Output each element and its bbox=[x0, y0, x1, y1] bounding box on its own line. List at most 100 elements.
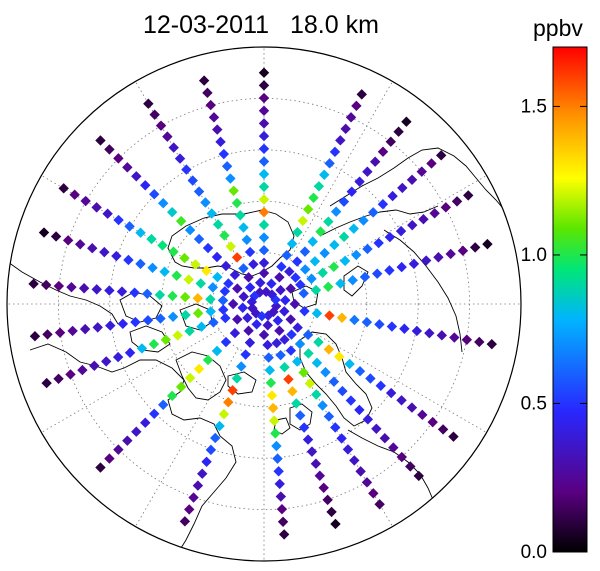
data-point bbox=[187, 175, 198, 186]
data-point bbox=[298, 422, 310, 433]
data-point bbox=[361, 316, 373, 328]
data-point bbox=[355, 466, 366, 477]
data-point bbox=[167, 290, 178, 302]
data-point bbox=[184, 372, 196, 384]
data-point bbox=[317, 400, 328, 411]
data-point bbox=[192, 480, 204, 491]
data-point bbox=[291, 398, 302, 409]
data-point bbox=[294, 338, 306, 350]
data-point bbox=[276, 503, 288, 515]
data-point bbox=[348, 223, 359, 234]
latitude-circle bbox=[109, 149, 419, 459]
data-point bbox=[340, 123, 351, 135]
data-point bbox=[279, 334, 290, 345]
data-point bbox=[302, 329, 314, 341]
data-point bbox=[198, 75, 210, 86]
data-point bbox=[87, 242, 98, 254]
data-point bbox=[95, 462, 106, 473]
data-point bbox=[286, 329, 297, 340]
data-point bbox=[184, 224, 196, 236]
data-point bbox=[179, 291, 191, 303]
data-point bbox=[269, 415, 280, 426]
data-point bbox=[461, 334, 473, 345]
title-altitude: 18.0 km bbox=[290, 11, 379, 39]
data-point bbox=[258, 156, 270, 167]
data-point bbox=[308, 192, 319, 203]
data-point bbox=[202, 242, 214, 254]
data-point bbox=[62, 235, 74, 246]
data-point bbox=[140, 417, 151, 428]
data-point bbox=[335, 278, 346, 289]
data-point bbox=[448, 431, 459, 442]
data-point bbox=[184, 325, 195, 337]
data-point bbox=[255, 277, 266, 288]
data-point bbox=[361, 477, 373, 488]
data-point bbox=[362, 243, 373, 255]
data-point bbox=[105, 320, 116, 331]
data-point bbox=[262, 320, 273, 331]
data-point bbox=[309, 256, 321, 267]
data-point bbox=[201, 456, 212, 467]
data-point bbox=[214, 420, 225, 432]
data-point bbox=[285, 283, 296, 294]
data-point bbox=[275, 349, 286, 361]
data-point bbox=[270, 428, 281, 439]
data-point bbox=[196, 321, 207, 332]
coastline-alaska bbox=[7, 261, 119, 325]
data-point bbox=[215, 136, 226, 148]
colorbar-tick-label: 1.0 bbox=[521, 245, 547, 266]
data-point bbox=[218, 148, 230, 160]
data-point bbox=[369, 156, 381, 167]
data-point bbox=[413, 470, 424, 482]
data-point bbox=[184, 504, 195, 515]
data-point bbox=[298, 288, 309, 299]
data-point bbox=[172, 330, 183, 341]
data-point bbox=[167, 311, 179, 322]
data-point bbox=[179, 516, 191, 527]
data-point bbox=[406, 174, 418, 185]
data-point bbox=[227, 298, 239, 310]
data-point bbox=[377, 199, 389, 210]
data-point bbox=[349, 314, 360, 326]
data-point bbox=[386, 321, 398, 332]
data-point bbox=[195, 278, 206, 289]
data-point bbox=[429, 208, 440, 219]
data-point bbox=[193, 233, 205, 245]
data-point bbox=[29, 330, 41, 342]
data-point bbox=[244, 282, 256, 293]
data-point bbox=[243, 325, 254, 336]
coastline-asia-interior bbox=[383, 229, 463, 353]
data-point bbox=[365, 373, 376, 384]
data-point bbox=[266, 278, 277, 289]
data-point bbox=[142, 288, 153, 299]
data-point bbox=[426, 158, 437, 169]
data-point bbox=[232, 283, 243, 294]
data-point bbox=[303, 348, 314, 359]
data-point bbox=[130, 316, 141, 328]
data-point bbox=[229, 269, 241, 281]
data-point bbox=[246, 296, 258, 308]
data-point bbox=[318, 482, 329, 494]
data-point bbox=[371, 268, 383, 279]
data-point bbox=[292, 227, 303, 238]
title-date: 12-03-2011 bbox=[143, 11, 269, 39]
data-point bbox=[387, 190, 398, 202]
colorbar-tick-label: 1.5 bbox=[521, 96, 547, 117]
data-point bbox=[243, 272, 254, 283]
data-point bbox=[362, 166, 373, 177]
data-point bbox=[200, 197, 211, 208]
data-point bbox=[131, 426, 142, 437]
data-point bbox=[347, 275, 358, 286]
data-point bbox=[80, 195, 91, 207]
data-point bbox=[220, 336, 232, 348]
data-point bbox=[326, 506, 337, 518]
data-point bbox=[270, 300, 282, 312]
data-point bbox=[329, 239, 340, 251]
data-point bbox=[229, 327, 241, 339]
data-point bbox=[242, 312, 253, 324]
data-point bbox=[362, 414, 374, 425]
data-point bbox=[146, 233, 157, 245]
data-point bbox=[395, 225, 407, 237]
data-point bbox=[346, 186, 357, 197]
